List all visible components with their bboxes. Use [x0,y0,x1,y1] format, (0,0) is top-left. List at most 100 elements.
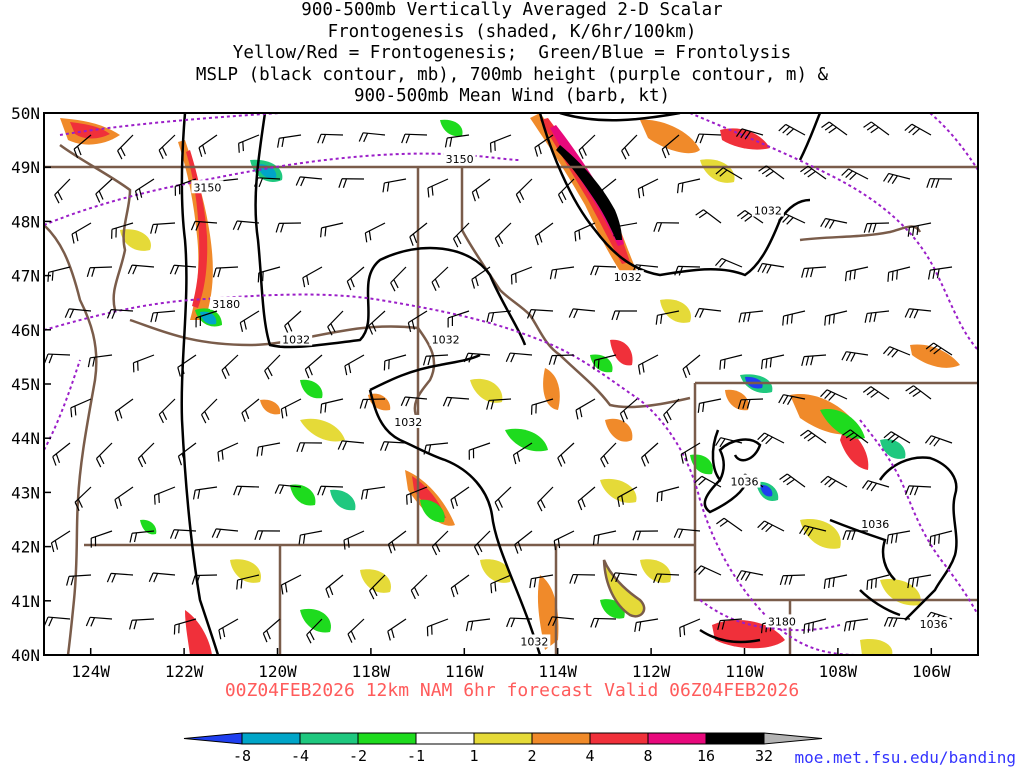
wind-barb [656,486,680,503]
lat-label: 44N [11,429,40,448]
wind-barb [735,128,764,140]
colorbar-label: -2 [349,747,367,765]
wind-barb [174,178,197,196]
height-700mb-contours [44,113,978,655]
wind-barb [682,354,701,379]
wind-barb [295,176,323,187]
wind-barb [778,123,806,136]
wind-barb [861,480,890,492]
wind-barb [883,616,911,628]
wind-barb [680,442,701,464]
contour-label: 1032 [520,635,548,648]
wind-barb [262,618,281,643]
wind-barb [471,266,491,289]
contour-label: 3180 [768,615,796,628]
wind-barb [574,222,596,242]
wind-barb [296,442,323,453]
wind-barb [655,310,680,325]
wind-barb [505,352,533,363]
contour-label-bg [859,516,892,530]
colorbar-swatch [473,732,533,745]
wind-barb [444,134,470,148]
wind-barb [128,618,155,630]
wind-barb [661,134,680,159]
wind-barb [534,134,554,157]
wind-barb [577,486,596,511]
wind-barb [534,222,554,246]
wind-barb [779,574,806,586]
wind-barb [883,431,911,444]
wind-barb [738,310,764,323]
wind-barb [427,178,449,198]
wind-barb [841,168,869,181]
wind-barb [862,386,890,400]
wind-barb [423,442,449,455]
wind-barb [257,266,281,283]
wind-barb [621,134,638,160]
lat-label: 42N [11,538,40,557]
wind-barb [50,530,71,553]
colorbar-swatch [415,732,475,745]
wind-barb [177,354,197,377]
wind-barb [600,442,617,468]
wind-barb [387,618,407,641]
wind-barb [547,616,575,627]
wind-barb [820,475,848,488]
contour-label: 1032 [394,416,422,429]
colorbar-label: 4 [585,747,594,765]
lon-label: 106W [912,662,951,681]
wind-barb [401,133,428,144]
lat-label: 40N [11,646,40,665]
wind-barb [619,398,638,423]
wind-barb [173,618,197,635]
contour-label: 1036 [920,618,948,631]
wind-barb [241,398,260,422]
wind-barb [674,265,701,276]
wind-barb [715,257,743,268]
contour-label: 1032 [282,334,310,347]
wind-barb [494,222,512,248]
wind-barb [823,574,848,589]
wind-barb [64,308,92,319]
colorbar-right-arrow [763,732,823,745]
wind-barb [347,618,365,643]
wind-barb [218,618,239,640]
wind-barb [317,133,344,144]
wind-barb [200,398,218,424]
wind-barb [801,354,827,366]
wind-barb [431,530,449,556]
colorbar-swatch [299,732,359,745]
wind-barb [715,167,743,180]
wind-barb [883,346,911,358]
wind-barb [471,178,491,202]
wind-barb [177,442,197,466]
wind-barb [927,266,953,280]
lat-label: 48N [11,212,40,231]
wind-barb [568,308,596,319]
wind-barb [344,354,365,376]
wind-barb [716,517,743,532]
wind-barb [387,530,407,554]
wind-barb [447,310,470,328]
title-line-5: 900-500mb Mean Wind (barb, kt) [353,86,671,106]
wind-barb [575,398,596,420]
colorbar-swatch [647,732,707,745]
wind-barb [529,574,554,589]
wind-barb [383,354,407,371]
wind-barb [512,442,533,465]
wind-barb [280,398,302,419]
wind-barb [302,266,323,288]
wind-barb [450,574,470,598]
lon-label: 110W [725,662,764,681]
wind-barb [537,486,554,512]
colorbar-swatch [357,732,417,745]
wind-barb [211,528,239,539]
wind-barb [275,222,302,233]
wind-barb [232,220,260,231]
wind-barb [74,486,92,512]
wind-barb [169,264,197,275]
contour-label: 1032 [432,334,460,347]
contour-label: 3150 [193,181,221,194]
wind-barb [52,442,71,466]
colorbar-swatch [705,732,765,745]
